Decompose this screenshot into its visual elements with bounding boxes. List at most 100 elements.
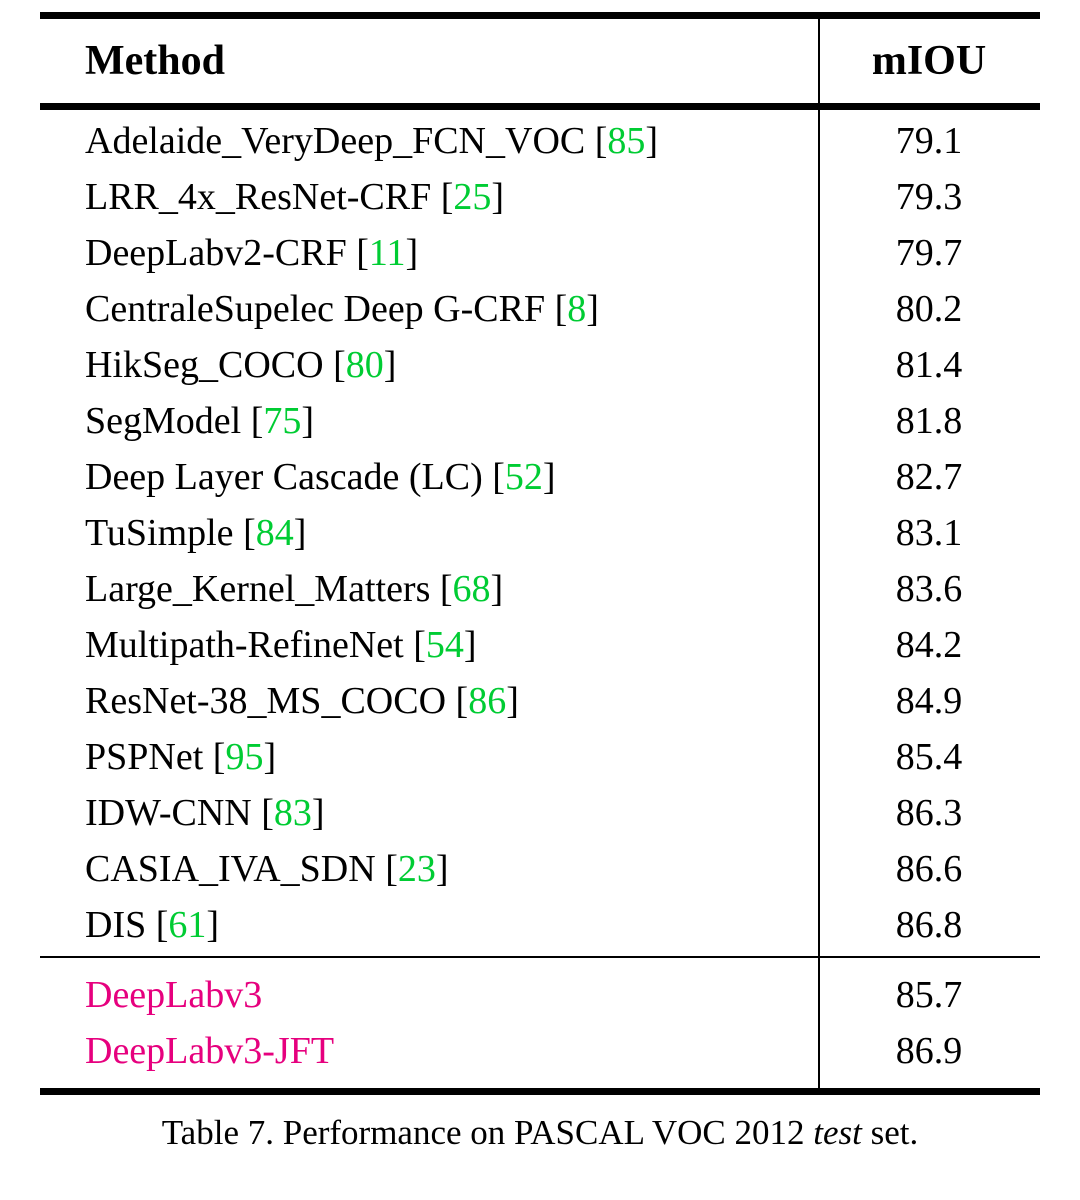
method-name: DeepLabv2-CRF (85, 232, 347, 274)
column-header-method: Method (85, 38, 225, 84)
method-name: CASIA_IVA_SDN (85, 848, 376, 890)
caption-prefix: Table 7. Performance on PASCAL VOC 2012 (161, 1113, 814, 1152)
table-row: Large_Kernel_Matters [68] 83.6 (40, 561, 1040, 617)
citation-link[interactable]: 80 (345, 344, 384, 386)
bracket-open: [ (545, 288, 568, 330)
table-row: Multipath-RefineNet [54] 84.2 (40, 617, 1040, 673)
citation-link[interactable]: 68 (452, 568, 491, 610)
bracket-close: ] (463, 624, 477, 666)
table-caption: Table 7. Performance on PASCAL VOC 2012 … (0, 1111, 1080, 1155)
method-name: TuSimple (85, 512, 234, 554)
method-cell: TuSimple [84] (40, 505, 818, 561)
table-row: DeepLabv3 85.7 (40, 967, 1040, 1023)
citation-link[interactable]: 61 (168, 904, 207, 946)
table-row: CASIA_IVA_SDN [23] 86.6 (40, 841, 1040, 897)
miou-value: 85.7 (895, 974, 963, 1016)
table-row: CentraleSupelec Deep G-CRF [8] 80.2 (40, 281, 1040, 337)
miou-value: 81.8 (895, 400, 963, 442)
header-rule (40, 103, 1040, 110)
caption-italic-word: test (813, 1113, 862, 1152)
method-cell: DeepLabv2-CRF [11] (40, 225, 818, 281)
table-row: PSPNet [95] 85.4 (40, 729, 1040, 785)
citation-link[interactable]: 25 (453, 176, 492, 218)
miou-value: 81.4 (895, 344, 963, 386)
table-row: TuSimple [84] 83.1 (40, 505, 1040, 561)
citation-link[interactable]: 52 (504, 456, 543, 498)
bottom-rule (40, 1088, 1040, 1095)
miou-value: 85.4 (895, 736, 963, 778)
citation-link[interactable]: 11 (368, 232, 406, 274)
method-name: Deep Layer Cascade (LC) (85, 456, 483, 498)
bracket-close: ] (435, 848, 449, 890)
bracket-open: [ (346, 232, 369, 274)
bracket-close: ] (311, 792, 325, 834)
miou-value: 79.7 (895, 232, 963, 274)
bracket-open: [ (482, 456, 505, 498)
top-rule (40, 12, 1040, 19)
method-cell: DeepLabv3-JFT (40, 1023, 818, 1079)
table-row: DIS [61] 86.8 (40, 897, 1040, 953)
method-cell: Adelaide_VeryDeep_FCN_VOC [85] (40, 113, 818, 169)
miou-value: 83.6 (895, 568, 963, 610)
method-name: Adelaide_VeryDeep_FCN_VOC (85, 120, 586, 162)
method-cell: DIS [61] (40, 897, 818, 953)
table-row: HikSeg_COCO [80] 81.4 (40, 337, 1040, 393)
miou-value: 86.6 (895, 848, 963, 890)
citation-link[interactable]: 85 (607, 120, 646, 162)
method-name: Large_Kernel_Matters (85, 568, 431, 610)
bracket-open: [ (585, 120, 608, 162)
bracket-close: ] (405, 232, 419, 274)
method-name: SegModel (85, 400, 242, 442)
bracket-open: [ (431, 176, 454, 218)
method-cell: HikSeg_COCO [80] (40, 337, 818, 393)
method-name: LRR_4x_ResNet-CRF (85, 176, 432, 218)
method-name: Multipath-RefineNet (85, 624, 404, 666)
method-cell: Deep Layer Cascade (LC) [52] (40, 449, 818, 505)
bracket-close: ] (645, 120, 659, 162)
section-rule (40, 956, 1040, 958)
citation-link[interactable]: 95 (225, 736, 264, 778)
bracket-open: [ (375, 848, 398, 890)
table-row: SegModel [75] 81.8 (40, 393, 1040, 449)
results-table: Method mIOU Adelaide_VeryDeep_FCN_VOC [8… (40, 12, 1040, 1095)
citation-link[interactable]: 8 (567, 288, 587, 330)
bracket-open: [ (203, 736, 226, 778)
column-header-miou: mIOU (871, 38, 987, 84)
method-cell: IDW-CNN [83] (40, 785, 818, 841)
table-body: Adelaide_VeryDeep_FCN_VOC [85] 79.1 LRR_4x… (40, 110, 1040, 956)
method-cell: ResNet-38_MS_COCO [86] (40, 673, 818, 729)
miou-value: 79.1 (895, 120, 963, 162)
bracket-close: ] (293, 512, 307, 554)
citation-link[interactable]: 54 (425, 624, 464, 666)
highlight-body: DeepLabv3 85.7 DeepLabv3-JFT 86.9 (40, 958, 1040, 1088)
table-row: Adelaide_VeryDeep_FCN_VOC [85] 79.1 (40, 113, 1040, 169)
bracket-close: ] (542, 456, 556, 498)
method-name: DeepLabv3-JFT (85, 1030, 335, 1072)
bracket-open: [ (446, 680, 469, 722)
citation-link[interactable]: 75 (263, 400, 302, 442)
citation-link[interactable]: 86 (468, 680, 507, 722)
method-name: DIS (85, 904, 147, 946)
method-cell: DeepLabv3 (40, 967, 818, 1023)
citation-link[interactable]: 84 (255, 512, 294, 554)
table-row: DeepLabv3-JFT 86.9 (40, 1023, 1040, 1079)
miou-value: 83.1 (895, 512, 963, 554)
miou-value: 84.9 (895, 680, 963, 722)
bracket-close: ] (506, 680, 519, 722)
bracket-open: [ (251, 792, 274, 834)
citation-link[interactable]: 23 (397, 848, 436, 890)
miou-value: 86.8 (895, 904, 963, 946)
bracket-open: [ (241, 400, 264, 442)
bracket-close: ] (206, 904, 220, 946)
bracket-close: ] (490, 568, 504, 610)
method-name: HikSeg_COCO (85, 344, 324, 386)
method-cell: Multipath-RefineNet [54] (40, 617, 818, 673)
bracket-open: [ (146, 904, 169, 946)
method-name: IDW-CNN (85, 792, 252, 834)
bracket-close: ] (263, 736, 277, 778)
table-row: IDW-CNN [83] 86.3 (40, 785, 1040, 841)
method-cell: LRR_4x_ResNet-CRF [25] (40, 169, 818, 225)
table-row: DeepLabv2-CRF [11] 79.7 (40, 225, 1040, 281)
caption-suffix: set. (861, 1113, 919, 1152)
citation-link[interactable]: 83 (273, 792, 312, 834)
